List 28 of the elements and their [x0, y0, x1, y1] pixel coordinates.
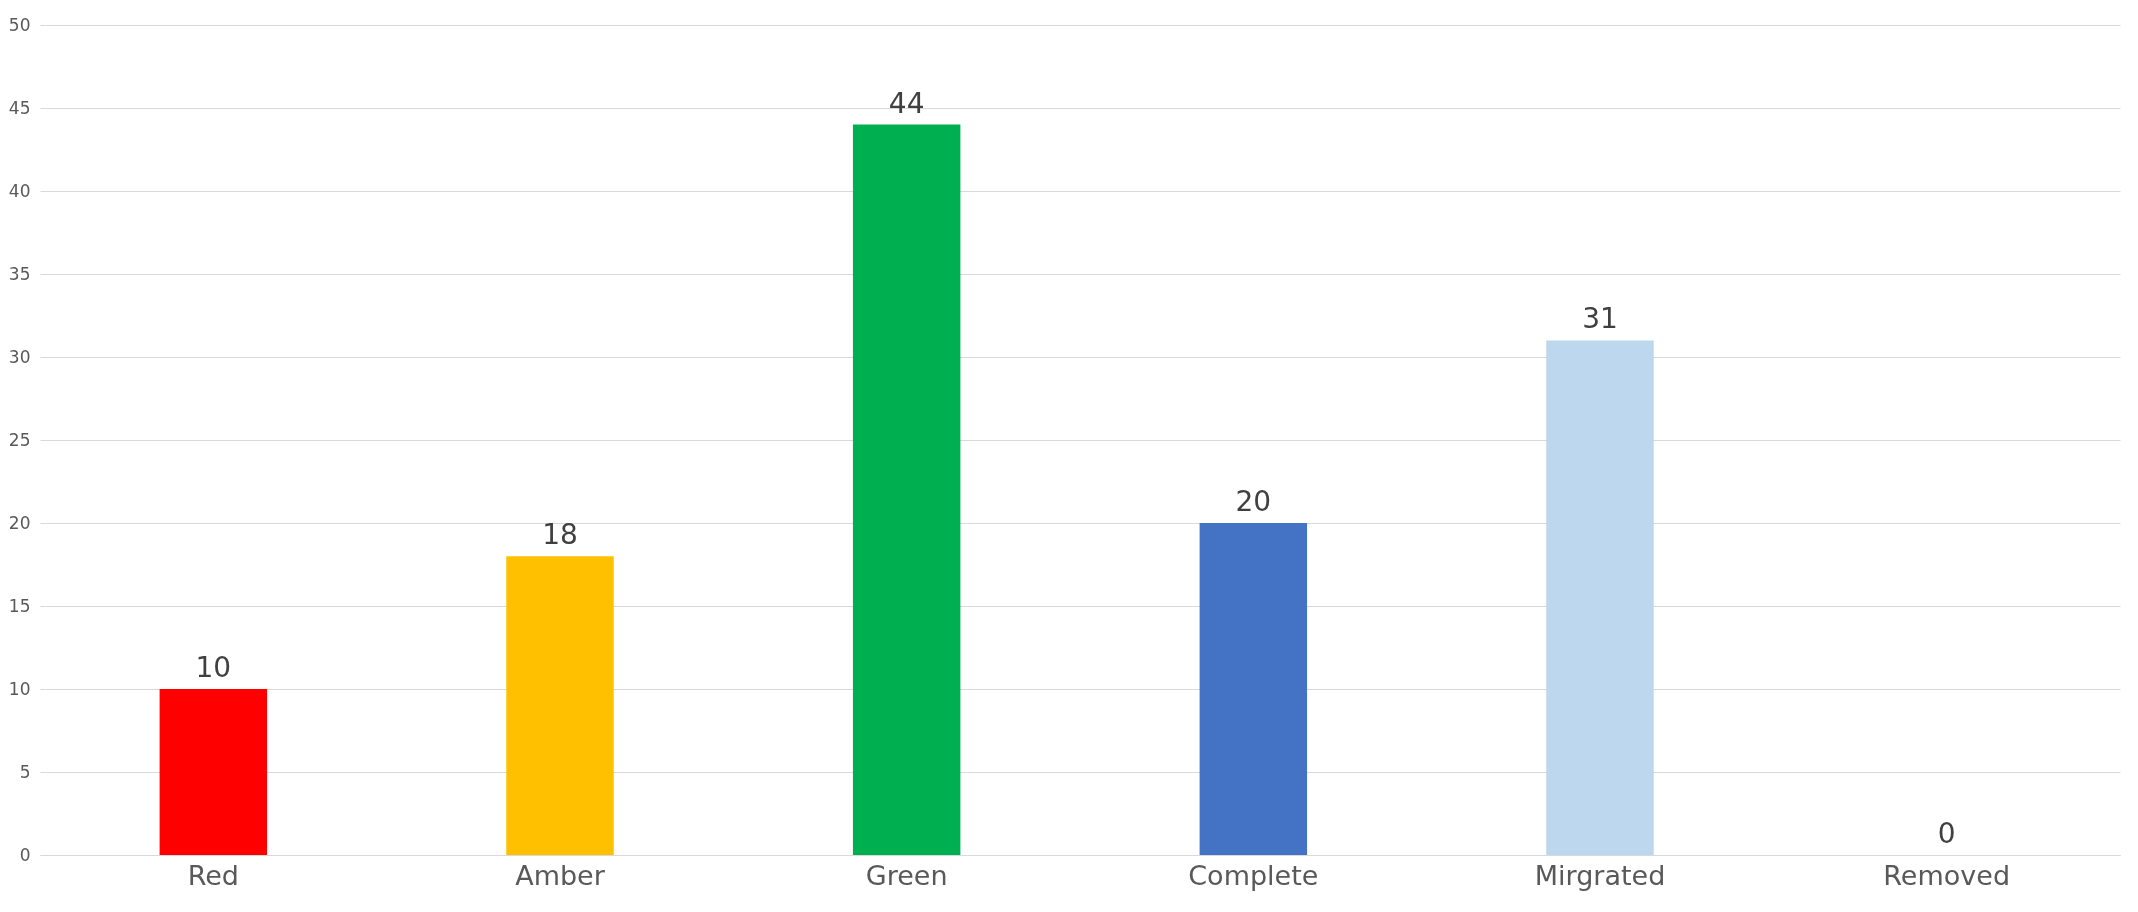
- bar: [1546, 340, 1654, 855]
- data-label: 20: [1235, 485, 1272, 518]
- bar: [159, 689, 268, 855]
- data-label: 44: [888, 86, 925, 120]
- x-tick-label: Green: [865, 859, 948, 891]
- x-tick-label: Complete: [1188, 859, 1319, 891]
- data-label: 18: [542, 518, 578, 552]
- y-tick-label: 40: [8, 180, 31, 201]
- y-tick-label: 15: [8, 595, 31, 616]
- y-tick-label: 20: [8, 512, 31, 533]
- y-tick-label: 5: [19, 761, 31, 782]
- x-tick-label: Mirgrated: [1534, 859, 1666, 891]
- data-label: 10: [195, 651, 232, 684]
- y-tick-label: 0: [19, 844, 31, 865]
- bar: [1199, 523, 1308, 855]
- x-tick-label: Amber: [515, 859, 606, 891]
- y-tick-label: 45: [8, 97, 31, 118]
- bar: [506, 556, 614, 855]
- y-tick-label: 35: [8, 263, 31, 284]
- x-tick-label: Removed: [1883, 859, 2011, 891]
- y-tick-label: 30: [8, 346, 31, 367]
- bar: [852, 124, 961, 855]
- x-tick-label: Red: [187, 859, 239, 891]
- data-label: 31: [1582, 302, 1618, 336]
- y-tick-label: 25: [8, 429, 31, 450]
- data-label: 0: [1937, 817, 1956, 850]
- y-tick-label: 50: [8, 14, 31, 35]
- y-tick-label: 10: [8, 678, 31, 699]
